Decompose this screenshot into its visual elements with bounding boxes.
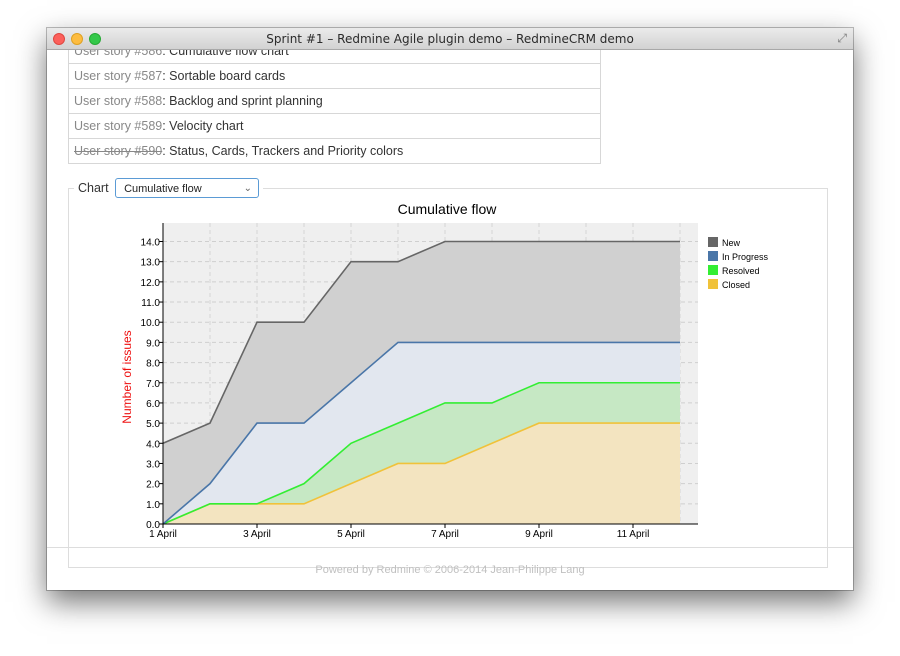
legend-entry: Closed: [722, 280, 750, 290]
issue-subject: : Backlog and sprint planning: [162, 94, 323, 108]
issue-row: User story #590: Status, Cards, Trackers…: [69, 139, 600, 164]
area-closed: [163, 423, 680, 524]
legend-entry: Resolved: [722, 266, 760, 276]
chart-type-selected: Cumulative flow: [124, 183, 202, 195]
title-bar: Sprint #1 – Redmine Agile plugin demo – …: [47, 28, 853, 50]
chart-fieldset: Chart Cumulative flow ⌄: [68, 178, 828, 568]
issue-row: User story #587: Sortable board cards: [69, 64, 600, 89]
zoom-window-button[interactable]: [89, 33, 101, 45]
issue-subject: : Status, Cards, Trackers and Priority c…: [162, 144, 404, 158]
y-tick-label: 13.0: [141, 258, 161, 269]
area-in-progress: [163, 342, 680, 524]
issue-link[interactable]: User story #588: [74, 94, 163, 108]
issue-subject: : Sortable board cards: [162, 69, 286, 83]
x-tick-label: 1 April: [149, 529, 177, 540]
chart-tick-labels: 0.0 1.0 2.0 3.0 4.0 5.0 6.0 7.0 8.0 9.0 10.0 11.0 12…: [141, 238, 650, 541]
issue-link[interactable]: User story #587: [74, 69, 163, 83]
issue-row: User story #589: Velocity chart: [69, 114, 600, 139]
y-tick-label: 12.0: [141, 278, 161, 289]
legend-swatch: [708, 265, 718, 275]
issue-subject: : Velocity chart: [162, 119, 244, 133]
line-in-progress: [162, 341, 680, 525]
legend-swatch: [708, 279, 718, 289]
issue-link-closed[interactable]: User story #590: [74, 144, 163, 158]
line-new: [162, 240, 680, 445]
page-content: User story #586: Cumulative flow chart U…: [47, 50, 853, 590]
issue-subject: : Cumulative flow chart: [162, 50, 289, 58]
x-tick-label: 7 April: [431, 529, 459, 540]
y-tick-label: 7.0: [146, 379, 160, 390]
footer: Powered by Redmine © 2006-2014 Jean-Phil…: [47, 547, 853, 590]
x-tick-label: 5 April: [337, 529, 365, 540]
area-new: [163, 241, 680, 524]
fullscreen-icon[interactable]: ⤢: [837, 31, 847, 45]
chart-lines: [162, 240, 680, 525]
x-tick-label: 9 April: [525, 529, 553, 540]
line-resolved: [162, 381, 680, 525]
y-tick-label: 3.0: [146, 459, 160, 470]
chart-legend: Chart Cumulative flow ⌄: [74, 178, 263, 198]
chart-series-legend: New In Progress Resolved Closed: [708, 237, 769, 290]
y-tick-label: 5.0: [146, 419, 160, 430]
chart-type-select[interactable]: Cumulative flow ⌄: [115, 178, 260, 198]
y-tick-label: 4.0: [146, 439, 160, 450]
y-axis-label: Number of issues: [120, 330, 134, 423]
issue-list: User story #586: Cumulative flow chart U…: [68, 50, 601, 164]
y-tick-label: 0.0: [146, 520, 160, 531]
legend-swatch: [708, 237, 718, 247]
issue-row: User story #588: Backlog and sprint plan…: [69, 89, 600, 114]
chevron-down-icon: ⌄: [243, 183, 253, 194]
window-title: Sprint #1 – Redmine Agile plugin demo – …: [266, 32, 634, 46]
chart-title: Cumulative flow: [398, 201, 498, 217]
y-tick-label: 2.0: [146, 480, 160, 491]
y-tick-label: 10.0: [141, 318, 161, 329]
x-tick-label: 11 April: [617, 529, 650, 540]
legend-entry: In Progress: [722, 252, 769, 262]
browser-window: Sprint #1 – Redmine Agile plugin demo – …: [47, 28, 853, 590]
y-tick-label: 9.0: [146, 338, 160, 349]
chart-label: Chart: [78, 181, 109, 195]
legend-swatch: [708, 251, 718, 261]
cumulative-flow-chart: 0.0 1.0 2.0 3.0 4.0 5.0 6.0 7.0 8.0 9.0 10.0 11.0 12…: [120, 201, 769, 541]
issue-link[interactable]: User story #589: [74, 119, 163, 133]
legend-entry: New: [722, 238, 741, 248]
y-tick-label: 14.0: [141, 238, 161, 249]
chart-axes: [159, 223, 698, 528]
minimize-window-button[interactable]: [71, 33, 83, 45]
issue-row: User story #586: Cumulative flow chart: [69, 50, 600, 64]
close-window-button[interactable]: [53, 33, 65, 45]
y-tick-label: 11.0: [141, 298, 160, 309]
x-tick-label: 3 April: [243, 529, 271, 540]
y-tick-label: 6.0: [146, 399, 160, 410]
y-tick-label: 8.0: [146, 359, 160, 370]
y-tick-label: 1.0: [146, 500, 160, 511]
issue-link[interactable]: User story #586: [74, 50, 163, 58]
